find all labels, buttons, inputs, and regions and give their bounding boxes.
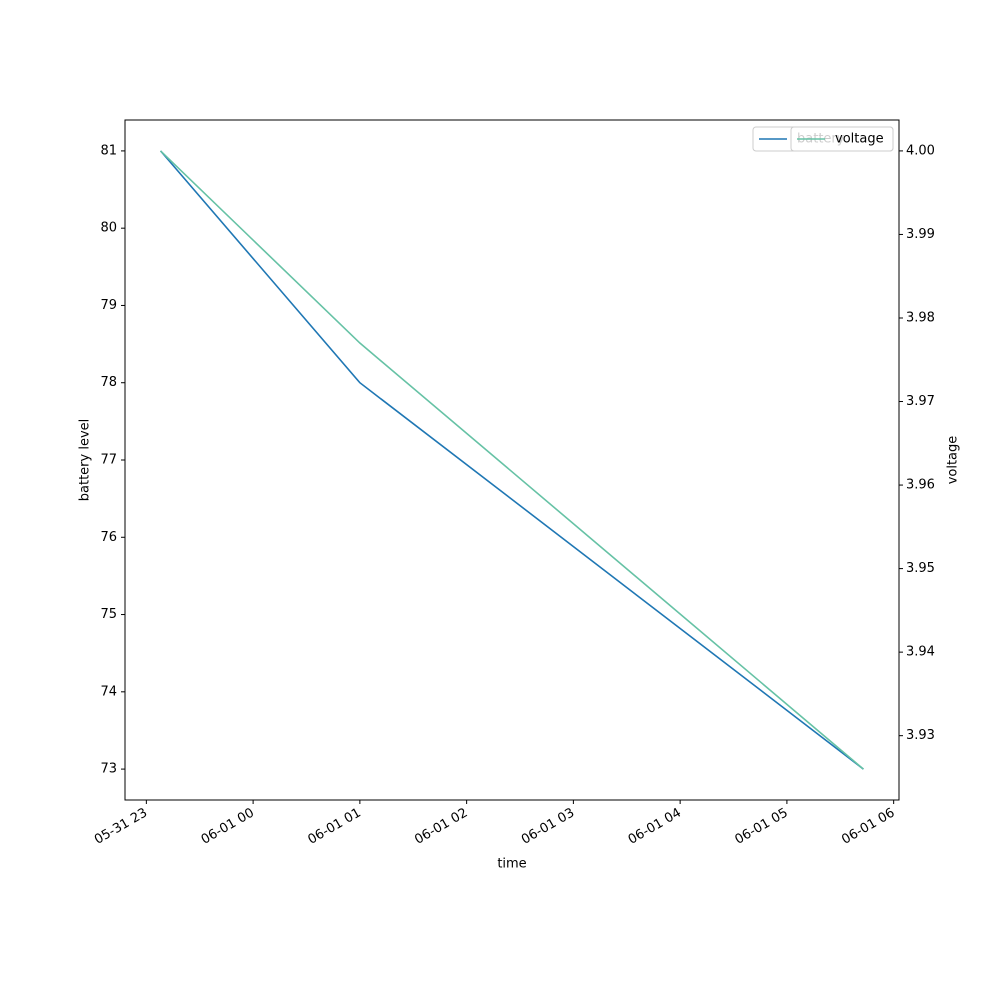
y2-tick-label: 3.95 <box>906 561 935 576</box>
y-tick-label: 73 <box>100 762 117 777</box>
y2-tick-label: 3.97 <box>906 394 935 409</box>
series-line <box>159 150 864 770</box>
y-tick-label: 77 <box>100 453 117 468</box>
y2-tick-label: 3.94 <box>906 645 935 660</box>
y2-tick-label: 3.93 <box>906 728 935 743</box>
plot-frame <box>124 119 900 801</box>
y-tick-label: 81 <box>100 143 117 158</box>
y-tick-label: 78 <box>100 375 117 390</box>
legend-box <box>790 126 894 152</box>
y-tick-label: 80 <box>100 221 117 236</box>
x-axis-label: time <box>497 857 526 872</box>
y-axis-label: battery level <box>78 419 93 502</box>
legend-label: voltage <box>835 132 884 147</box>
y-tick-label: 75 <box>100 607 117 622</box>
series-line <box>160 150 864 770</box>
y-tick-label: 79 <box>100 298 117 313</box>
y-tick-label: 74 <box>100 684 117 699</box>
y2-tick-label: 3.99 <box>906 227 935 242</box>
y2-tick-label: 3.96 <box>906 478 935 493</box>
y2-tick-label: 3.98 <box>906 310 935 325</box>
y2-axis-label: voltage <box>946 436 961 485</box>
y2-tick-label: 4.00 <box>906 143 935 158</box>
y-tick-label: 76 <box>100 530 117 545</box>
